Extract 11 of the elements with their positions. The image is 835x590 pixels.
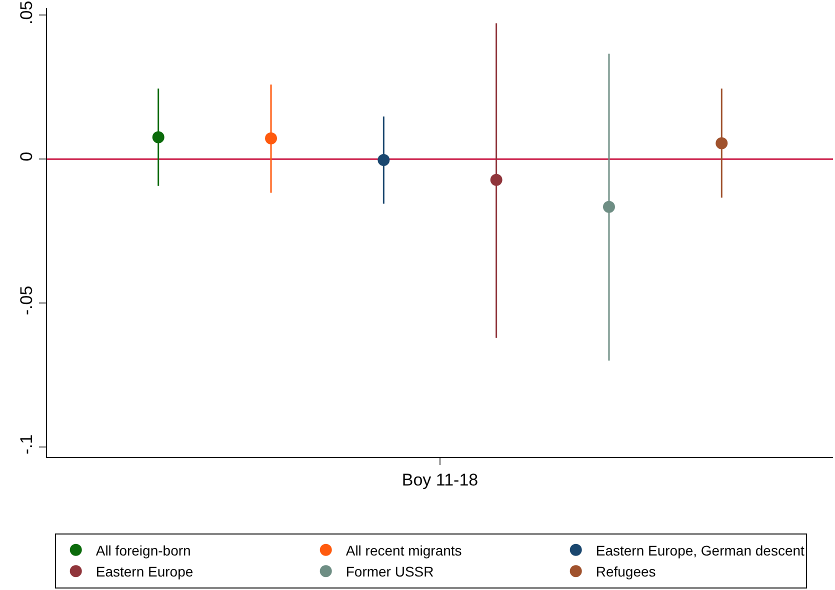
y-tick-label: .05 (17, 0, 36, 24)
legend-label: Eastern Europe (96, 564, 194, 580)
legend-label: Refugees (596, 564, 656, 580)
legend-label: Former USSR (346, 564, 434, 580)
y-tick-label: -.05 (17, 286, 36, 316)
legend-label: All foreign-born (96, 542, 191, 558)
x-tick-label: Boy 11-18 (402, 470, 478, 490)
y-tick-label: 0 (17, 152, 36, 162)
legend-label: All recent migrants (346, 542, 462, 558)
y-tick-label: -.1 (17, 434, 36, 454)
legend-label: Eastern Europe, German descent (596, 542, 805, 558)
